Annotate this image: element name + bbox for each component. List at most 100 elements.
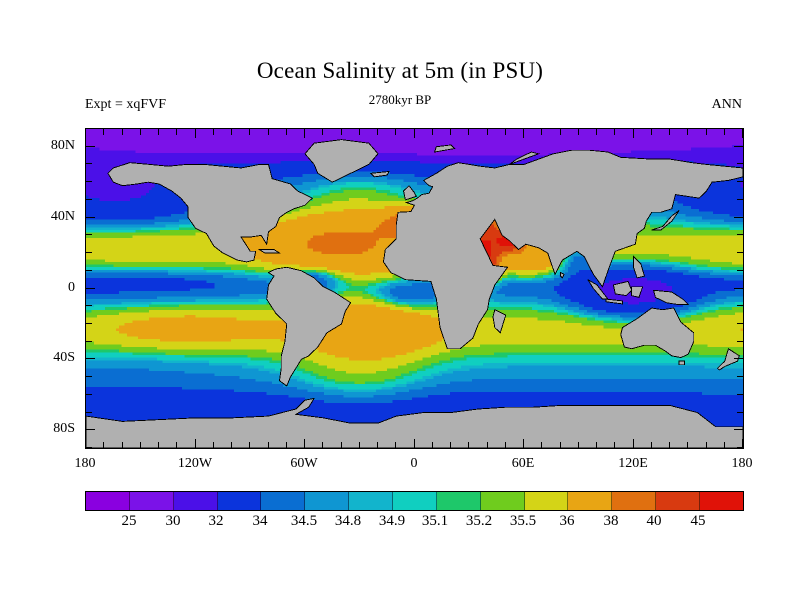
- y-axis-tick: [86, 146, 95, 147]
- colorbar-tick-label: 38: [581, 513, 641, 530]
- colorbar-tick-label: 35.2: [449, 513, 509, 530]
- x-axis-tick: [596, 442, 597, 448]
- x-axis-tick: [304, 129, 305, 138]
- x-axis-tick: [669, 129, 670, 135]
- x-axis-tick: [158, 129, 159, 135]
- x-axis-tick: [103, 129, 104, 135]
- x-axis-tick: [432, 442, 433, 448]
- x-axis-tick: [742, 129, 743, 138]
- y-axis-tick: [734, 429, 743, 430]
- x-axis-tick: [359, 129, 360, 135]
- x-axis-tick: [103, 442, 104, 448]
- landmass-borneo: [612, 280, 633, 297]
- x-axis-tick: [341, 442, 342, 448]
- period-label: ANN: [602, 97, 742, 113]
- landmass-british-isles: [403, 185, 417, 201]
- colorbar-segment: [305, 492, 350, 510]
- colorbar-segment: [349, 492, 394, 510]
- salinity-map-canvas: [86, 129, 743, 448]
- x-axis-tick: [651, 442, 652, 448]
- x-axis-tick: [286, 442, 287, 448]
- colorbar-segment: [612, 492, 657, 510]
- figure-subtitle: 2780kyr BP: [0, 92, 800, 107]
- colorbar-tick-label: 34.9: [362, 513, 422, 530]
- colorbar-segment: [173, 492, 218, 510]
- landmass-iceland: [369, 171, 390, 178]
- colorbar-segment: [393, 492, 437, 510]
- x-axis-tick: [377, 129, 378, 135]
- x-axis-tick: [523, 129, 524, 138]
- y-axis-tick: [86, 341, 92, 342]
- y-axis-tick: [734, 217, 743, 218]
- x-axis-tick: [541, 442, 542, 448]
- land-layer: [86, 139, 743, 448]
- x-axis-tick: [633, 129, 634, 138]
- x-axis-tick: [395, 129, 396, 135]
- colorbar-tick-label: 30: [143, 513, 203, 530]
- y-axis-label: 40S: [15, 350, 75, 366]
- x-axis-tick: [560, 129, 561, 135]
- y-axis-tick: [737, 199, 743, 200]
- landmass-cuba: [257, 249, 281, 254]
- y-axis-tick: [86, 305, 92, 306]
- y-axis-tick: [734, 358, 743, 359]
- y-axis-tick: [86, 288, 95, 289]
- x-axis-tick: [85, 129, 86, 138]
- colorbar-segment: [129, 492, 174, 510]
- map-plot-area: [85, 128, 744, 449]
- y-axis-tick: [86, 394, 92, 395]
- x-axis-tick: [560, 442, 561, 448]
- x-axis-tick: [468, 442, 469, 448]
- y-axis-tick: [86, 128, 92, 129]
- y-axis-tick: [86, 323, 92, 324]
- colorbar-segment: [700, 492, 743, 510]
- x-axis-tick: [706, 442, 707, 448]
- x-axis-tick: [359, 442, 360, 448]
- x-axis-tick: [231, 442, 232, 448]
- x-axis-tick: [414, 129, 415, 138]
- y-axis-tick: [86, 217, 95, 218]
- colorbar[interactable]: [85, 491, 744, 511]
- x-axis-label: 180: [45, 456, 125, 472]
- x-axis-tick: [432, 129, 433, 135]
- colorbar-segment: [480, 492, 525, 510]
- y-axis-tick: [86, 412, 92, 413]
- x-axis-tick: [487, 442, 488, 448]
- x-axis-tick: [176, 442, 177, 448]
- y-axis-tick: [86, 270, 92, 271]
- x-axis-label: 120E: [593, 456, 673, 472]
- landmass-madagascar: [492, 309, 507, 334]
- y-axis-tick: [737, 376, 743, 377]
- x-axis-tick: [633, 439, 634, 448]
- colorbar-tick-label: 35.5: [493, 513, 553, 530]
- colorbar-segment: [261, 492, 306, 510]
- colorbar-segment: [656, 492, 701, 510]
- y-axis-label: 40N: [15, 209, 75, 225]
- y-axis-label: 80N: [15, 138, 75, 154]
- colorbar-segment: [217, 492, 262, 510]
- y-axis-tick: [737, 252, 743, 253]
- x-axis-tick: [341, 129, 342, 135]
- colorbar-segment: [568, 492, 613, 510]
- x-axis-tick: [450, 442, 451, 448]
- x-axis-tick: [487, 129, 488, 135]
- x-axis-tick: [213, 442, 214, 448]
- x-axis-tick: [268, 129, 269, 135]
- y-axis-tick: [737, 341, 743, 342]
- landmass-novaya-zemlya: [509, 151, 541, 165]
- x-axis-tick: [322, 129, 323, 135]
- x-axis-tick: [140, 442, 141, 448]
- landmass-new-zealand: [716, 348, 740, 371]
- colorbar-tick-label: 34: [230, 513, 290, 530]
- x-axis-label: 0: [374, 456, 454, 472]
- y-axis-tick: [86, 181, 92, 182]
- x-axis-tick: [651, 129, 652, 135]
- landmass-tasmania: [678, 360, 686, 366]
- x-axis-label: 60W: [264, 456, 344, 472]
- landmass-eurasia-africa: [382, 149, 743, 350]
- x-axis-tick: [724, 129, 725, 135]
- x-axis-tick: [669, 442, 670, 448]
- colorbar-tick-label: 40: [624, 513, 684, 530]
- y-axis-tick: [86, 429, 95, 430]
- y-axis-tick: [737, 128, 743, 129]
